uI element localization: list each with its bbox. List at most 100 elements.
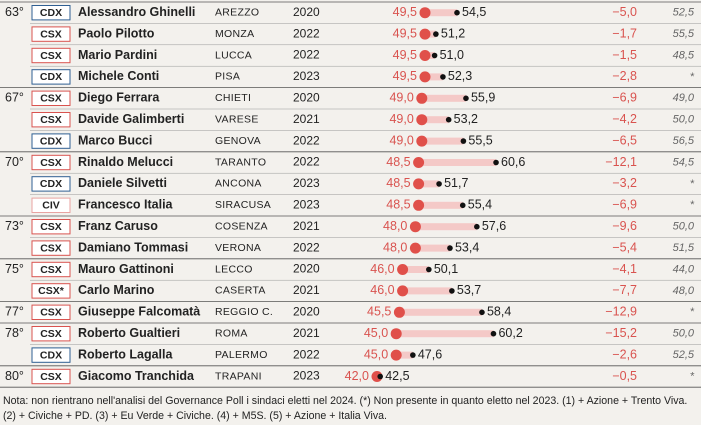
city: VARESE [215,113,259,125]
extra: 48,0 [673,285,695,297]
value-2024: 42,0 [345,369,369,383]
dot-2024 [419,71,431,83]
coalition-badge [31,154,71,171]
dot-2024 [419,28,431,40]
dot-2024 [390,328,402,340]
mayor-name: Franz Caruso [78,219,158,233]
extra: 50,0 [673,221,695,233]
election-year: 2021 [293,283,320,297]
dot-previous [463,95,469,102]
rank: 77° [5,305,24,319]
extra: 50,0 [673,114,695,126]
value-2024: 48,5 [386,155,410,169]
election-year: 2020 [293,5,320,19]
coalition-badge [31,326,71,342]
city: LECCO [215,263,253,275]
dot-previous [460,138,467,144]
mayor-name: Marco Bucci [78,133,152,147]
dot-previous [431,52,438,59]
value-2024: 48,5 [386,176,410,190]
delta: −4,2 [612,112,637,126]
dot-2024 [416,135,428,147]
delta: −12,9 [605,305,637,319]
delta: −6,9 [612,91,637,105]
coalition: CSX [40,264,62,276]
range-bar [425,9,457,17]
dot-2024 [413,157,425,168]
mayor-name: Alessandro Ghinelli [78,5,195,19]
value-2024: 48,0 [383,240,407,254]
extra: * [690,306,695,318]
city: REGGIO C. [215,306,273,318]
city: ROMA [215,327,248,339]
mayor-name: Rinaldo Melucci [78,155,173,169]
mayor-name: Damiano Tommasi [78,240,188,254]
delta: −15,2 [605,326,637,340]
coalition: CSX* [38,285,65,297]
delta: −0,5 [612,369,637,383]
dot-previous [479,309,485,316]
dot-previous [459,202,466,209]
coalition-badge [31,26,71,42]
election-year: 2022 [293,48,320,62]
value-2024: 48,0 [383,219,407,233]
election-year: 2022 [293,155,320,169]
election-year: 2023 [293,176,320,190]
coalition: CSX [40,371,62,383]
coalition-badge [31,347,71,363]
value-2024: 49,5 [393,26,417,40]
election-year: 2020 [293,262,320,276]
delta: −9,6 [612,219,637,233]
value-previous: 57,6 [482,219,506,233]
coalition: CDX [40,178,62,190]
value-previous: 53,4 [455,240,479,254]
value-previous: 51,2 [441,26,465,40]
dot-previous [433,31,439,37]
coalition-badge [31,197,71,214]
coalition: CSX [40,328,62,340]
election-year: 2023 [293,197,320,211]
extra: 52,5 [673,7,695,19]
value-previous: 60,6 [501,155,525,169]
election-year: 2023 [293,369,320,383]
dot-2024 [390,349,402,361]
range-bar [415,223,477,231]
range-bar [415,244,450,252]
value-previous: 53,2 [454,112,478,126]
delta: −12,1 [605,155,637,169]
coalition: CSX [40,93,62,105]
delta: −3,2 [612,176,637,190]
election-year: 2022 [293,240,320,254]
range-bar [421,137,464,145]
dot-previous [493,159,499,166]
value-2024: 49,5 [393,5,417,19]
coalition-badge [31,90,71,106]
mayor-name: Giuseppe Falcomatà [78,305,200,319]
extra: 50,0 [673,328,695,340]
city: MONZA [215,28,254,40]
value-2024: 46,0 [370,283,394,297]
election-year: 2021 [293,219,320,233]
city: PALERMO [215,349,268,361]
delta: −1,7 [612,26,637,40]
dot-2024 [413,178,425,190]
dot-2024 [419,50,431,61]
dot-2024 [397,285,409,297]
dot-previous [426,266,432,273]
range-bar [421,94,466,102]
value-previous: 42,5 [385,369,409,383]
extra: 56,5 [673,135,695,147]
value-2024: 49,5 [393,48,417,62]
dot-2024 [397,264,409,275]
election-year: 2022 [293,26,320,40]
coalition: CSX [40,242,62,254]
value-2024: 45,0 [364,347,388,361]
rank: 78° [5,326,24,340]
rank: 73° [5,219,24,233]
coalition-badge [31,368,71,385]
value-2024: 48,5 [386,198,410,212]
coalition: CSX [40,157,62,169]
election-year: 2020 [293,304,320,318]
extra: 52,5 [673,349,695,361]
city: AREZZO [215,6,259,18]
